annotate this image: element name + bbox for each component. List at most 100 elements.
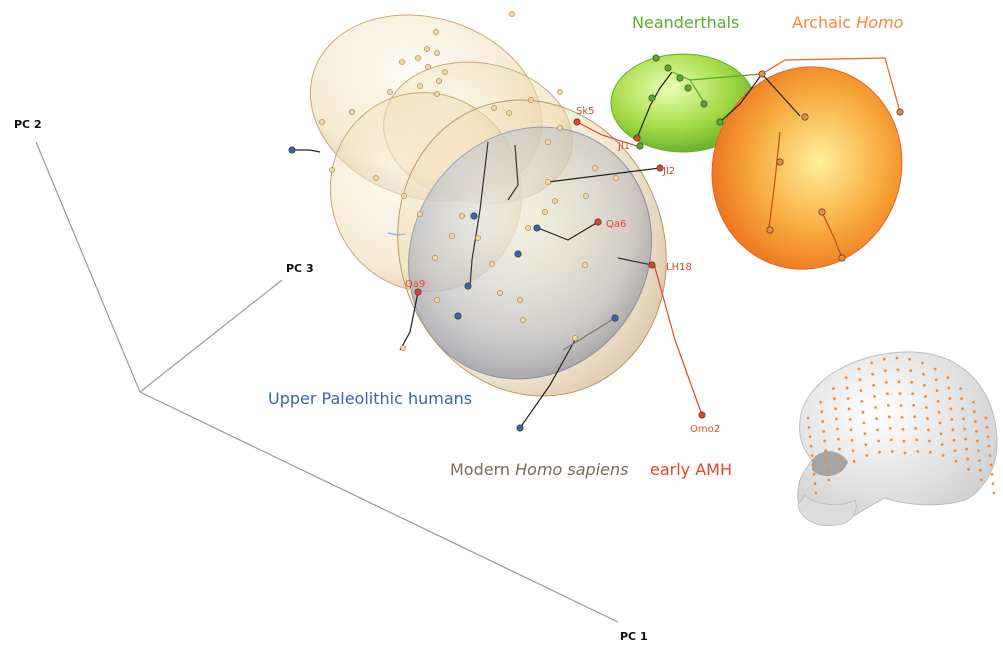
skull-landmark-dot <box>810 454 814 457</box>
skull-landmark-dot <box>840 467 843 471</box>
label-modern: Modern Homo sapiens <box>450 460 628 479</box>
axes: PC 2 PC 3 PC 1 <box>14 118 648 643</box>
skull-landmark-dot <box>821 420 825 423</box>
skull-landmark-dot <box>851 449 855 453</box>
skull-landmark-dot <box>883 369 887 373</box>
label-archaic-text: Archaic <box>792 13 851 32</box>
skull-landmark-dot <box>991 482 995 485</box>
skull-landmark-dot <box>913 415 917 419</box>
modern-specimen-point <box>520 317 526 323</box>
early-specimen-point <box>633 134 641 142</box>
specimen-label-qa9: Qa9 <box>405 279 425 290</box>
neanderthals-specimen-point <box>652 54 660 62</box>
neanderthals-specimen-point <box>684 84 692 92</box>
label-early-amh: early AMH <box>650 460 732 479</box>
specimen-label-sk5: Sk5 <box>576 106 595 117</box>
label-archaic: Archaic Homo <box>792 13 904 32</box>
modern-specimen-point <box>506 110 512 116</box>
skull-landmark-dot <box>989 463 993 467</box>
modern-specimen-point <box>424 46 430 52</box>
data-points <box>288 11 904 432</box>
skull-landmark-dot <box>833 397 836 401</box>
skull-landmark-dot <box>859 389 863 392</box>
skull-icon <box>797 351 998 527</box>
skull-landmark-dot <box>838 447 841 451</box>
skull-landmark-dot <box>924 395 927 398</box>
skull-landmark-dot <box>939 432 943 436</box>
skull-landmark-dot <box>832 387 835 390</box>
modern-specimen-point <box>528 97 534 103</box>
skull-landmark-dot <box>814 491 818 495</box>
skull-landmark-dot <box>965 447 968 451</box>
skull-landmark-dot <box>902 439 906 443</box>
modern-specimen-point <box>349 109 355 115</box>
modern-specimen-point <box>557 89 563 95</box>
label-modern-text: Modern <box>450 460 510 479</box>
label-early-text: early AMH <box>650 460 732 479</box>
specimen-label-jl1: Jl1 <box>617 141 630 152</box>
modern-specimen-point <box>449 233 455 239</box>
neanderthals-specimen-point <box>716 118 724 126</box>
skull-landmark-dot <box>976 449 980 453</box>
skull-landmark-dot <box>916 450 920 453</box>
skull-landmark-dot <box>873 395 876 398</box>
specimen-label-qa6: Qa6 <box>606 219 626 230</box>
skull-landmark-dot <box>870 361 873 365</box>
skull-landmark-dot <box>941 454 945 457</box>
archaic-ellipsoid <box>711 66 903 270</box>
edge <box>576 121 641 148</box>
modern-specimen-point <box>399 59 405 65</box>
edge <box>761 73 801 117</box>
pc2-axis-line <box>35 141 141 393</box>
pc3-axis-line <box>139 279 283 393</box>
skull-landmark-dot <box>947 386 951 390</box>
label-neanderthals: Neanderthals <box>632 13 739 32</box>
pc1-axis-line <box>139 391 619 623</box>
edge <box>761 57 901 113</box>
skull-landmark-dot <box>861 410 865 414</box>
modern-specimen-point <box>583 193 589 199</box>
skull-landmark-dot <box>812 472 816 476</box>
skull-landmark-dot <box>837 437 840 441</box>
skull-landmark-dot <box>871 372 874 376</box>
skull-landmark-dot <box>979 478 983 482</box>
modern-specimen-point <box>542 209 548 215</box>
skull-landmark-dot <box>953 449 957 453</box>
skull-landmark-dot <box>889 438 893 442</box>
skull-landmark-dot <box>878 450 881 454</box>
archaic-specimen-point <box>801 113 809 121</box>
skull-landmark-dot <box>964 437 967 441</box>
tree-edges <box>292 57 901 429</box>
skull-landmark-dot <box>899 404 903 407</box>
skull-landmark-dot <box>839 457 842 461</box>
skull-landmark-dot <box>938 421 942 425</box>
modern-ellipsoid-4 <box>397 99 667 397</box>
skull-landmark-dot <box>925 406 928 409</box>
skull-landmark-dot <box>809 444 813 448</box>
skull-landmark-dot <box>872 383 875 387</box>
edge <box>562 317 616 351</box>
skull-landmark-dot <box>948 397 952 400</box>
skull-jaw <box>797 494 857 526</box>
skull-landmark-dot <box>901 427 905 431</box>
modern-specimen-point <box>433 29 439 35</box>
neanderthals-specimen-point <box>664 64 672 72</box>
skull-landmark-dot <box>886 403 890 407</box>
skull-landmark-dot <box>908 357 912 361</box>
archaic-specimen-point <box>776 158 784 166</box>
upper-specimen-point <box>533 224 541 232</box>
modern-specimen-point <box>592 165 598 171</box>
skull-landmark-dot <box>960 397 963 401</box>
skull-landmark-dot <box>844 376 848 379</box>
modern-specimen-point <box>434 50 440 56</box>
skull-landmark-dot <box>927 428 930 432</box>
upper-specimen-point <box>516 424 524 432</box>
skull-landmark-dot <box>888 426 892 430</box>
skull-landmark-dot <box>887 415 891 419</box>
modern-specimen-point <box>525 225 531 231</box>
skull-landmark-dot <box>933 367 937 371</box>
skull-landmark-dot <box>882 357 886 361</box>
modern-specimen-point <box>552 198 558 204</box>
edge <box>617 257 653 266</box>
